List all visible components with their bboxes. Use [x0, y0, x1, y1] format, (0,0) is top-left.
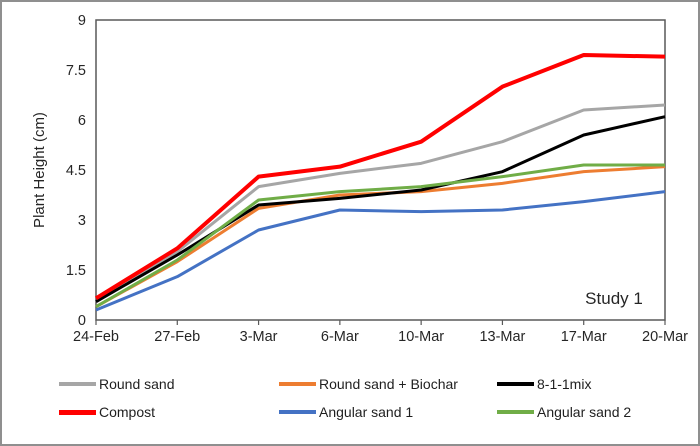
legend-item-round-sand-biochar: Round sand + Biochar — [279, 374, 497, 394]
legend-swatch-icon — [497, 382, 534, 386]
y-tick-label: 9 — [78, 13, 86, 29]
legend-swatch-icon — [497, 410, 534, 414]
legend-label: Round sand — [99, 376, 175, 392]
legend-label: Angular sand 2 — [537, 404, 632, 420]
x-tick-label: 24-Feb — [73, 329, 119, 345]
legend-item-round-sand: Round sand — [59, 374, 279, 394]
legend-item-8-1-1mix: 8-1-1mix — [497, 374, 697, 394]
legend-swatch-icon — [59, 409, 96, 415]
x-tick-label: 17-Mar — [561, 329, 607, 345]
x-tick-label: 6-Mar — [321, 329, 359, 345]
y-tick-label: 7.5 — [66, 63, 86, 79]
legend-item-angular-sand-1: Angular sand 1 — [279, 402, 497, 422]
legend-label: 8-1-1mix — [537, 376, 592, 392]
legend-label: Compost — [99, 404, 156, 420]
y-tick-label: 0 — [78, 313, 86, 329]
y-axis-title: Plant Height (cm) — [31, 112, 48, 228]
series-line-8-1-1mix — [95, 115, 666, 303]
legend-item-angular-sand-2: Angular sand 2 — [497, 402, 697, 422]
x-tick-label: 27-Feb — [154, 329, 200, 345]
legend-item-compost: Compost — [59, 402, 279, 422]
series-line-round-sand — [95, 103, 666, 303]
legend-swatch-icon — [59, 382, 96, 386]
y-tick-label: 4.5 — [66, 163, 86, 179]
y-tick-label: 3 — [78, 213, 86, 229]
x-tick-label: 10-Mar — [398, 329, 444, 345]
series-line-angular-sand-1 — [95, 190, 666, 312]
legend-swatch-icon — [279, 410, 316, 414]
y-tick-label: 6 — [78, 113, 86, 129]
legend-label: Round sand + Biochar — [319, 376, 458, 392]
legend-swatch-icon — [279, 382, 316, 386]
x-tick-label: 3-Mar — [240, 329, 278, 345]
y-tick-label: 1.5 — [66, 263, 86, 279]
series-line-angular-sand-2 — [95, 163, 665, 308]
plot-border — [95, 19, 666, 321]
series-line-compost — [94, 53, 666, 301]
x-tick-label: 20-Mar — [642, 329, 688, 345]
annotation-study: Study 1 — [585, 289, 643, 308]
chart-legend: Round sand Round sand + Biochar 8-1-1mix Co… — [59, 374, 697, 422]
legend-label: Angular sand 1 — [319, 404, 414, 420]
x-tick-label: 13-Mar — [479, 329, 525, 345]
